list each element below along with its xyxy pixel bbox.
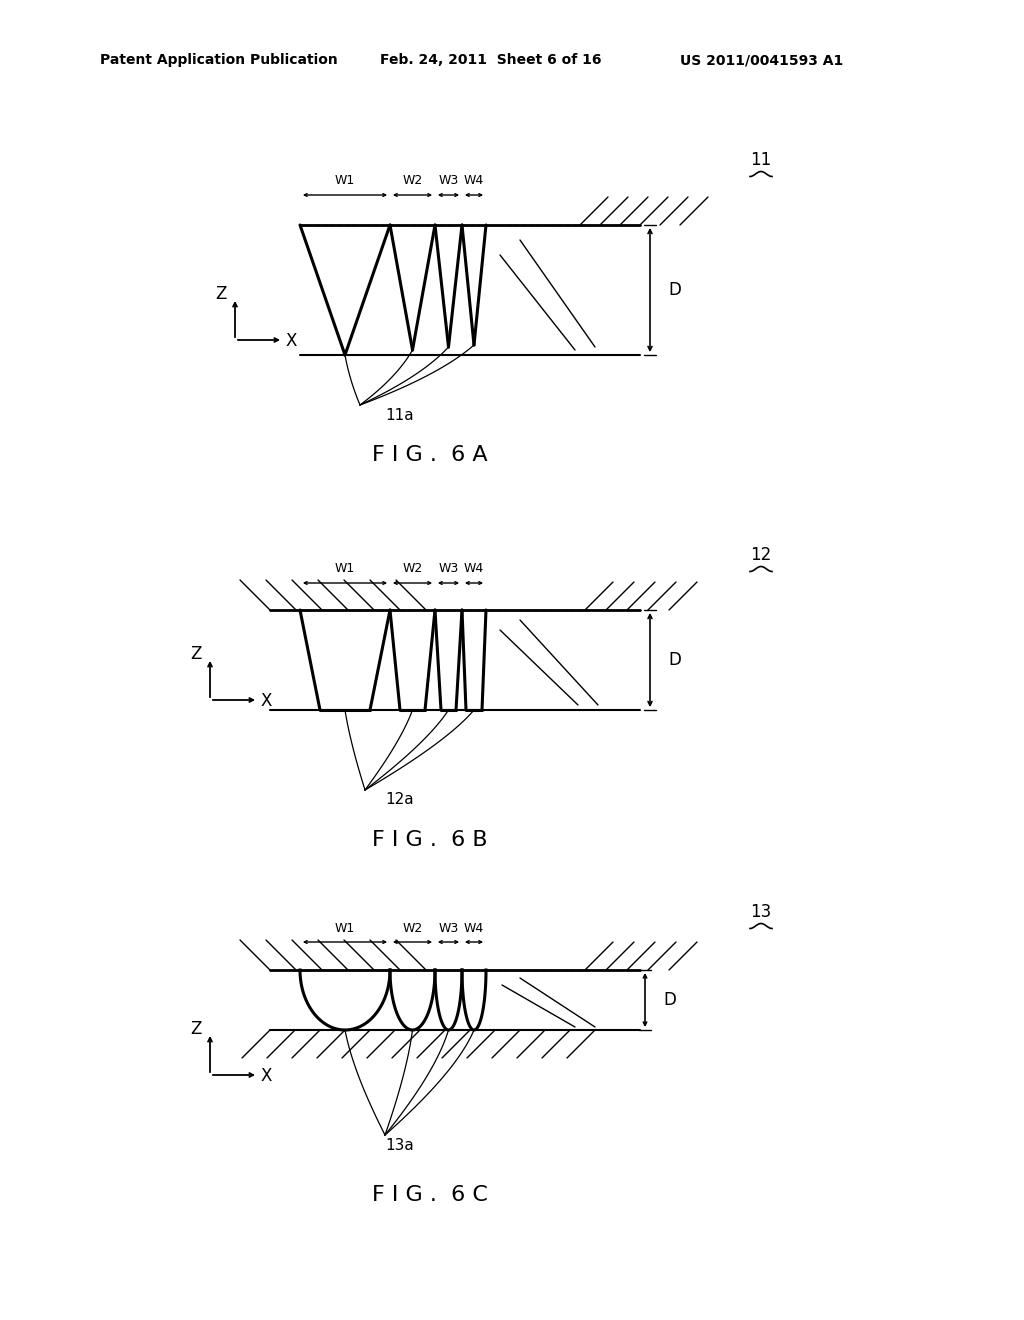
Text: Z: Z: [190, 645, 202, 663]
Text: W3: W3: [438, 174, 459, 187]
Text: W1: W1: [335, 562, 355, 576]
Text: F I G .  6 A: F I G . 6 A: [372, 445, 487, 465]
Text: W1: W1: [335, 174, 355, 187]
Text: W3: W3: [438, 562, 459, 576]
Text: US 2011/0041593 A1: US 2011/0041593 A1: [680, 53, 843, 67]
Text: W4: W4: [464, 562, 484, 576]
Text: D: D: [663, 991, 676, 1008]
Text: X: X: [260, 692, 271, 710]
Text: Z: Z: [190, 1020, 202, 1038]
Text: 12: 12: [750, 546, 771, 564]
Text: W3: W3: [438, 921, 459, 935]
Text: 12a: 12a: [386, 792, 415, 808]
Text: W2: W2: [402, 174, 423, 187]
Text: 13a: 13a: [386, 1138, 415, 1152]
Text: D: D: [668, 281, 681, 300]
Text: X: X: [260, 1067, 271, 1085]
Text: Z: Z: [215, 285, 226, 304]
Text: W4: W4: [464, 921, 484, 935]
Text: W1: W1: [335, 921, 355, 935]
Text: Feb. 24, 2011  Sheet 6 of 16: Feb. 24, 2011 Sheet 6 of 16: [380, 53, 601, 67]
Text: W2: W2: [402, 562, 423, 576]
Text: Patent Application Publication: Patent Application Publication: [100, 53, 338, 67]
Text: 11: 11: [750, 150, 771, 169]
Text: 11a: 11a: [386, 408, 415, 422]
Text: 13: 13: [750, 903, 771, 921]
Text: W2: W2: [402, 921, 423, 935]
Text: X: X: [286, 333, 297, 350]
Text: F I G .  6 B: F I G . 6 B: [372, 830, 487, 850]
Text: F I G .  6 C: F I G . 6 C: [372, 1185, 488, 1205]
Text: W4: W4: [464, 174, 484, 187]
Text: D: D: [668, 651, 681, 669]
